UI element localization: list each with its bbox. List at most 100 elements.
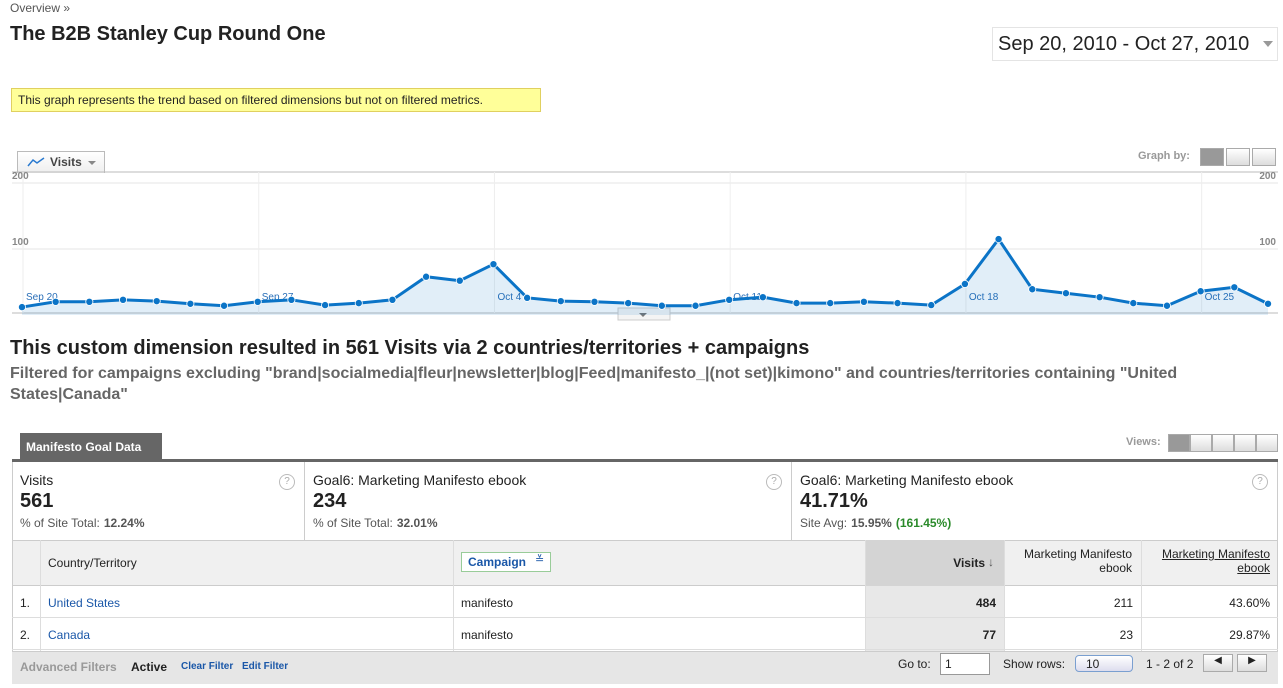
pagination-range: 1 - 2 of 2 <box>1146 657 1194 671</box>
cell: 1. <box>20 596 31 610</box>
scorecard <box>12 462 305 540</box>
notice: This graph represents the trend based on… <box>11 88 541 112</box>
column-divider <box>865 540 866 651</box>
point <box>85 297 94 306</box>
view-table-button[interactable] <box>1168 434 1190 452</box>
country-link[interactable]: United States <box>48 596 121 610</box>
point <box>927 301 936 310</box>
dropdown-arrow <box>88 161 96 165</box>
scorecard <box>305 462 792 540</box>
point <box>826 299 835 308</box>
views-label: Views: <box>1126 436 1161 448</box>
y-tick-label: 100 <box>12 237 29 248</box>
cell: 211 <box>1113 596 1133 610</box>
goto-input[interactable]: 1 <box>940 653 990 675</box>
cell: manifesto <box>461 628 514 642</box>
summary-heading: This custom dimension resulted in 561 Vi… <box>10 337 810 359</box>
view-comparison-button[interactable] <box>1234 434 1256 452</box>
column-header: Country/Territory <box>48 556 137 570</box>
prev-page-button[interactable]: ◀ <box>1203 654 1233 672</box>
show-rows-label: Show rows: <box>1003 657 1066 671</box>
collapse-arrow <box>639 313 647 317</box>
data-tab[interactable]: Manifesto Goal Data <box>20 433 162 460</box>
line-icon <box>27 157 45 167</box>
point <box>960 279 969 288</box>
point <box>994 235 1003 244</box>
x-tick-label: Sep 20 <box>26 292 58 303</box>
breadcrumb[interactable]: Overview » <box>10 1 71 15</box>
point <box>51 297 60 306</box>
point <box>1230 283 1239 292</box>
point <box>1095 293 1104 302</box>
point <box>725 295 734 304</box>
scorecard-sub: % of Site Total: <box>20 516 100 530</box>
column-header[interactable]: Marketing Manifesto ebook <box>1023 547 1132 575</box>
column-header[interactable]: Campaign <box>461 552 552 572</box>
point <box>455 276 464 285</box>
scorecard-sub: Site Avg: <box>800 516 848 530</box>
point <box>657 301 666 310</box>
cell: 29.87% <box>1229 628 1270 642</box>
column-header[interactable]: Marketing Manifesto ebook <box>1161 547 1270 575</box>
sorted-header <box>865 540 1004 586</box>
column-divider <box>1004 540 1005 651</box>
row-divider <box>12 649 1278 650</box>
advanced-filters: Advanced Filters <box>20 660 117 674</box>
point <box>287 295 296 304</box>
point <box>691 301 700 310</box>
scorecard-sub-value: 15.95% <box>851 516 892 530</box>
point <box>186 299 195 308</box>
next-page-button[interactable]: ▶ <box>1237 654 1267 672</box>
x-tick-label: Oct 25 <box>1205 292 1235 303</box>
cell: 484 <box>975 596 996 610</box>
point <box>859 297 868 306</box>
point <box>523 293 532 302</box>
page-title: The B2B Stanley Cup Round One <box>10 23 326 45</box>
graph-by-label: Graph by: <box>1138 150 1190 162</box>
clear-filter-link[interactable]: Clear Filter <box>181 661 234 672</box>
help-icon[interactable]: ? <box>766 474 782 490</box>
view-performance-button[interactable] <box>1212 434 1234 452</box>
dropdown-arrow <box>1263 41 1273 47</box>
column-divider <box>1141 540 1142 651</box>
point <box>321 301 330 310</box>
point <box>1061 289 1070 298</box>
filter-status: Active <box>131 660 168 674</box>
edit-filter-link[interactable]: Edit Filter <box>242 661 289 672</box>
cell: 2. <box>20 628 31 642</box>
graph-day-button[interactable] <box>1200 148 1224 166</box>
scorecard-value: 41.71% <box>800 490 868 512</box>
metric-tab[interactable]: Visits <box>17 151 105 173</box>
rows-select[interactable]: 10 <box>1075 655 1133 672</box>
date-picker[interactable]: Sep 20, 2010 - Oct 27, 2010 <box>992 27 1278 61</box>
scorecard-label: Goal6: Marketing Manifesto ebook <box>800 472 1014 488</box>
graph-month-button[interactable] <box>1252 148 1276 166</box>
y-tick-label: 100 <box>1259 237 1276 248</box>
date-range: Sep 20, 2010 - Oct 27, 2010 <box>998 33 1250 55</box>
metric-label: Visits <box>50 155 82 169</box>
column-header[interactable]: Visits <box>953 556 985 570</box>
graph-week-button[interactable] <box>1226 148 1250 166</box>
x-tick-label: Oct 4 <box>497 292 521 303</box>
country-link[interactable]: Canada <box>48 628 91 642</box>
y-tick-label: 200 <box>12 171 29 182</box>
goto-label: Go to: <box>898 657 931 671</box>
scorecard-sub: % of Site Total: <box>313 516 393 530</box>
point <box>1196 287 1205 296</box>
view-pie-button[interactable] <box>1190 434 1212 452</box>
help-icon[interactable]: ? <box>1252 474 1268 490</box>
point <box>1129 299 1138 308</box>
scorecard-value: 234 <box>313 490 347 512</box>
scorecard-change: (161.45%) <box>895 516 952 530</box>
point <box>893 299 902 308</box>
line <box>21 236 1269 309</box>
cell: manifesto <box>461 596 514 610</box>
cell: 77 <box>982 628 996 642</box>
view-pivot-button[interactable] <box>1256 434 1278 452</box>
sort-icon: ≚ <box>535 554 545 566</box>
point <box>422 272 431 281</box>
point <box>119 295 128 304</box>
help-icon[interactable]: ? <box>279 474 295 490</box>
